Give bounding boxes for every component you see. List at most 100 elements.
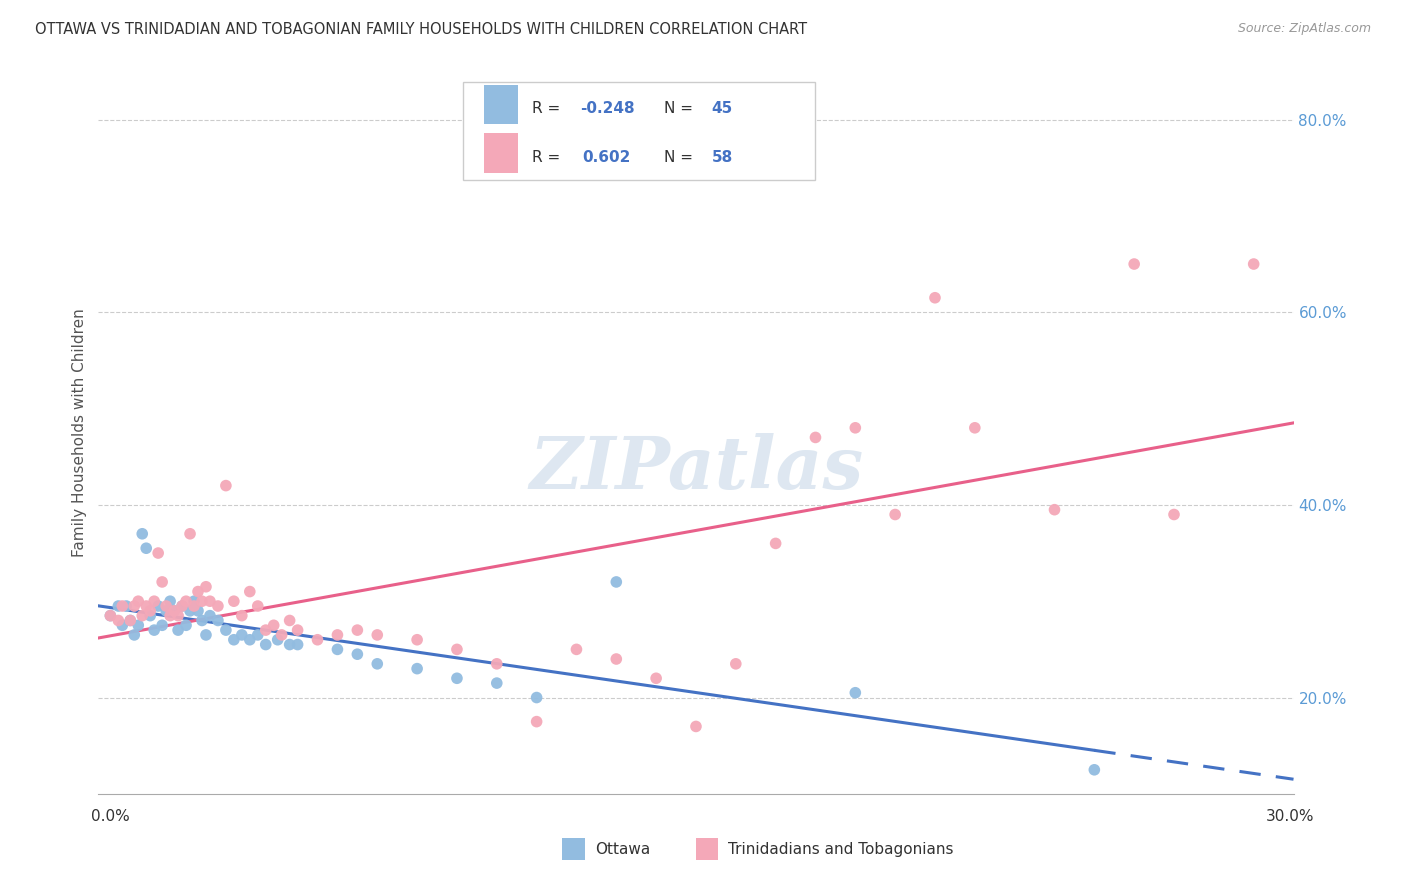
Point: [139, 604, 162, 618]
Point: [963, 421, 986, 435]
Point: [127, 618, 149, 632]
Point: [195, 580, 218, 594]
Point: [159, 594, 181, 608]
Point: [179, 604, 201, 618]
Point: [307, 632, 329, 647]
Text: N =: N =: [664, 150, 697, 165]
Point: [148, 546, 170, 560]
Point: [346, 647, 368, 661]
Bar: [696, 838, 718, 860]
Point: [346, 623, 368, 637]
Point: [1083, 763, 1105, 777]
FancyBboxPatch shape: [485, 134, 517, 173]
Point: [187, 604, 209, 618]
Point: [131, 608, 153, 623]
Text: OTTAWA VS TRINIDADIAN AND TOBAGONIAN FAMILY HOUSEHOLDS WITH CHILDREN CORRELATION: OTTAWA VS TRINIDADIAN AND TOBAGONIAN FAM…: [35, 22, 807, 37]
Point: [485, 657, 508, 671]
Bar: [562, 838, 585, 860]
Point: [605, 574, 627, 589]
Y-axis label: Family Households with Children: Family Households with Children: [72, 309, 87, 557]
Point: [172, 599, 194, 613]
FancyBboxPatch shape: [463, 82, 815, 180]
Point: [115, 599, 138, 613]
Point: [326, 642, 349, 657]
Point: [111, 618, 134, 632]
Point: [143, 594, 166, 608]
Point: [124, 599, 146, 613]
Point: [724, 657, 747, 671]
Text: N =: N =: [664, 101, 697, 116]
Point: [195, 628, 218, 642]
Point: [111, 599, 134, 613]
Point: [406, 662, 429, 676]
Point: [191, 594, 214, 608]
Point: [446, 642, 468, 657]
Point: [446, 671, 468, 685]
Point: [155, 604, 177, 618]
Point: [924, 291, 946, 305]
Point: [1163, 508, 1185, 522]
Point: [645, 671, 668, 685]
Point: [127, 594, 149, 608]
Point: [844, 421, 866, 435]
Point: [406, 632, 429, 647]
Point: [254, 638, 277, 652]
Point: [98, 608, 122, 623]
Point: [143, 623, 166, 637]
Point: [844, 686, 866, 700]
Point: [124, 628, 146, 642]
Point: [183, 599, 205, 613]
Point: [107, 599, 129, 613]
Text: 30.0%: 30.0%: [1267, 809, 1315, 823]
Text: R =: R =: [533, 101, 565, 116]
Point: [163, 604, 186, 618]
Point: [191, 614, 214, 628]
Point: [254, 623, 277, 637]
Point: [1123, 257, 1146, 271]
Point: [207, 599, 229, 613]
Point: [804, 430, 827, 444]
Text: 0.602: 0.602: [582, 150, 631, 165]
Point: [163, 604, 186, 618]
Point: [222, 594, 245, 608]
Point: [98, 608, 122, 623]
Point: [198, 608, 221, 623]
Point: [172, 599, 194, 613]
Point: [287, 623, 309, 637]
Point: [198, 594, 221, 608]
Point: [150, 618, 173, 632]
Point: [187, 584, 209, 599]
Point: [135, 599, 157, 613]
Text: Source: ZipAtlas.com: Source: ZipAtlas.com: [1237, 22, 1371, 36]
Point: [174, 618, 197, 632]
Text: ZIPatlas: ZIPatlas: [529, 434, 863, 504]
Point: [215, 623, 238, 637]
Point: [270, 628, 292, 642]
Point: [685, 719, 707, 733]
Point: [267, 632, 290, 647]
Point: [183, 594, 205, 608]
Point: [526, 714, 548, 729]
Point: [239, 632, 262, 647]
Point: [179, 526, 201, 541]
Point: [278, 638, 301, 652]
Point: [120, 614, 142, 628]
Point: [174, 594, 197, 608]
Point: [215, 478, 238, 492]
Point: [139, 608, 162, 623]
Point: [167, 608, 190, 623]
Point: [155, 599, 177, 613]
Point: [167, 623, 190, 637]
Point: [278, 614, 301, 628]
Text: R =: R =: [533, 150, 565, 165]
Point: [765, 536, 787, 550]
Point: [326, 628, 349, 642]
Point: [222, 632, 245, 647]
Text: Ottawa: Ottawa: [595, 842, 650, 856]
Point: [605, 652, 627, 666]
Text: 0.0%: 0.0%: [91, 809, 131, 823]
FancyBboxPatch shape: [485, 85, 517, 124]
Point: [159, 608, 181, 623]
Point: [485, 676, 508, 690]
Point: [231, 608, 253, 623]
